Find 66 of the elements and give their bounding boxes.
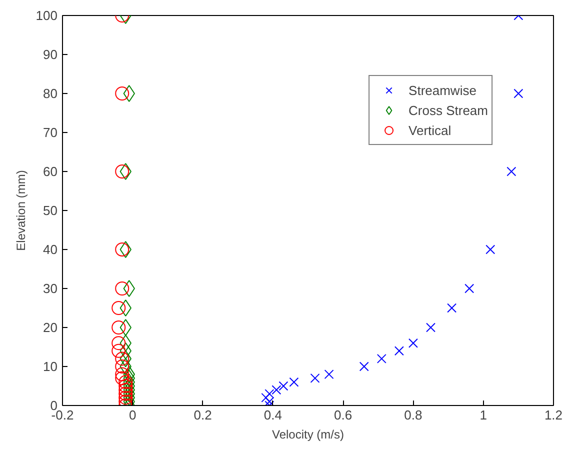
x-tick-label: 0.8 — [404, 408, 422, 422]
point — [118, 375, 133, 390]
y-tick-label: 0 — [50, 398, 58, 413]
point — [123, 280, 135, 297]
point — [115, 86, 130, 100]
x-tick-label: 1.2 — [544, 408, 563, 422]
point — [359, 362, 369, 372]
point — [118, 390, 133, 405]
point — [120, 241, 132, 258]
point — [112, 344, 126, 358]
x-tick-label: 0.6 — [334, 408, 352, 422]
y-tick-label: 50 — [43, 203, 58, 218]
point — [278, 381, 288, 391]
point — [120, 300, 132, 316]
point — [115, 282, 130, 296]
point — [324, 370, 334, 380]
legend-label: Cross Stream — [408, 102, 488, 118]
point — [115, 360, 130, 374]
y-tick-label: 100 — [36, 8, 58, 23]
point — [264, 389, 274, 399]
point — [115, 164, 130, 178]
point — [514, 88, 524, 98]
point — [115, 371, 130, 386]
x-axis-title: Velocity (m/s) — [272, 428, 344, 442]
point — [115, 242, 130, 256]
point — [112, 336, 126, 350]
y-tick-label: 10 — [43, 359, 58, 374]
point — [115, 352, 130, 366]
y-tick-label: 90 — [43, 47, 58, 62]
y-tick-label: 60 — [43, 164, 58, 179]
point — [464, 284, 474, 294]
x-tick-label: 0.2 — [194, 408, 212, 422]
legend-label: Vertical — [408, 122, 452, 138]
point — [261, 392, 271, 402]
point — [115, 367, 130, 382]
point — [394, 346, 404, 356]
point — [264, 396, 274, 406]
point — [120, 358, 132, 375]
point — [112, 301, 126, 315]
point — [426, 322, 436, 332]
point — [486, 244, 496, 254]
point — [118, 382, 133, 397]
point — [112, 320, 126, 334]
x-tick-label: 0 — [129, 408, 136, 422]
point — [289, 377, 299, 387]
x-tick-label: 1 — [480, 408, 487, 422]
point — [272, 385, 282, 395]
point — [118, 379, 133, 393]
point — [120, 319, 132, 336]
point — [408, 338, 418, 348]
point — [118, 386, 133, 401]
y-tick-label: 80 — [43, 86, 58, 101]
y-tick-label: 20 — [43, 320, 58, 335]
legend-label: Streamwise — [408, 82, 476, 98]
y-tick-label: 70 — [43, 125, 58, 140]
point — [120, 163, 132, 180]
point — [506, 166, 516, 176]
point — [123, 85, 135, 102]
point — [310, 373, 320, 383]
y-axis-title: Elevation (mm) — [14, 170, 28, 251]
point — [123, 389, 135, 406]
y-tick-label: 40 — [43, 242, 58, 257]
y-tick-label: 30 — [43, 281, 58, 296]
point — [447, 303, 457, 313]
x-tick-label: 0.4 — [264, 408, 282, 422]
point — [376, 354, 386, 364]
